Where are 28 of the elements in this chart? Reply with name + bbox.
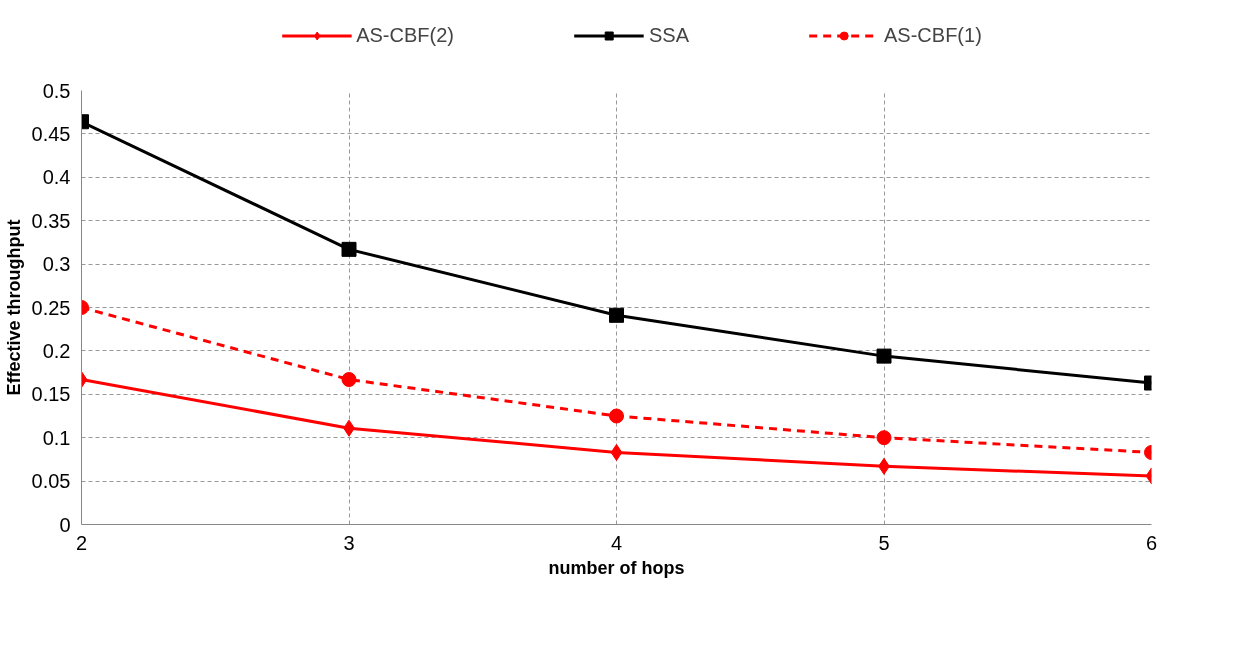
y-tick-label: 0.5 bbox=[42, 79, 71, 102]
point bbox=[609, 408, 624, 424]
point bbox=[609, 307, 624, 323]
y-tick-label: 0.1 bbox=[42, 426, 71, 449]
point bbox=[610, 443, 623, 461]
x-tick-label: 5 bbox=[878, 531, 890, 554]
x-tick-label: 4 bbox=[610, 531, 623, 554]
y-tick-label: 0.35 bbox=[31, 209, 71, 232]
y-axis-title: Effective throughput bbox=[3, 219, 24, 396]
y-tick-label: 0.4 bbox=[42, 166, 71, 189]
x-tick-label: 6 bbox=[1145, 531, 1158, 554]
y-tick-label: 0.45 bbox=[31, 122, 71, 145]
legend-label: SSA bbox=[648, 23, 690, 47]
y-tick-label: 0.2 bbox=[42, 339, 71, 362]
y-tick-label: 0.3 bbox=[42, 253, 71, 276]
x-tick-label: 3 bbox=[343, 531, 355, 554]
y-tick-label: 0.15 bbox=[31, 383, 71, 406]
point bbox=[876, 348, 892, 364]
y-tick-label: 0.05 bbox=[31, 470, 71, 493]
x-tick-label: 2 bbox=[75, 531, 88, 554]
x-axis-title: number of hops bbox=[548, 557, 685, 578]
legend-label: AS-CBF(2) bbox=[356, 23, 454, 47]
point bbox=[876, 430, 892, 446]
legend-label: AS-CBF(1) bbox=[884, 23, 982, 47]
point bbox=[341, 372, 357, 388]
y-tick-label: 0.25 bbox=[31, 296, 71, 319]
y-tick-label: 0 bbox=[59, 513, 71, 536]
point bbox=[341, 241, 357, 257]
